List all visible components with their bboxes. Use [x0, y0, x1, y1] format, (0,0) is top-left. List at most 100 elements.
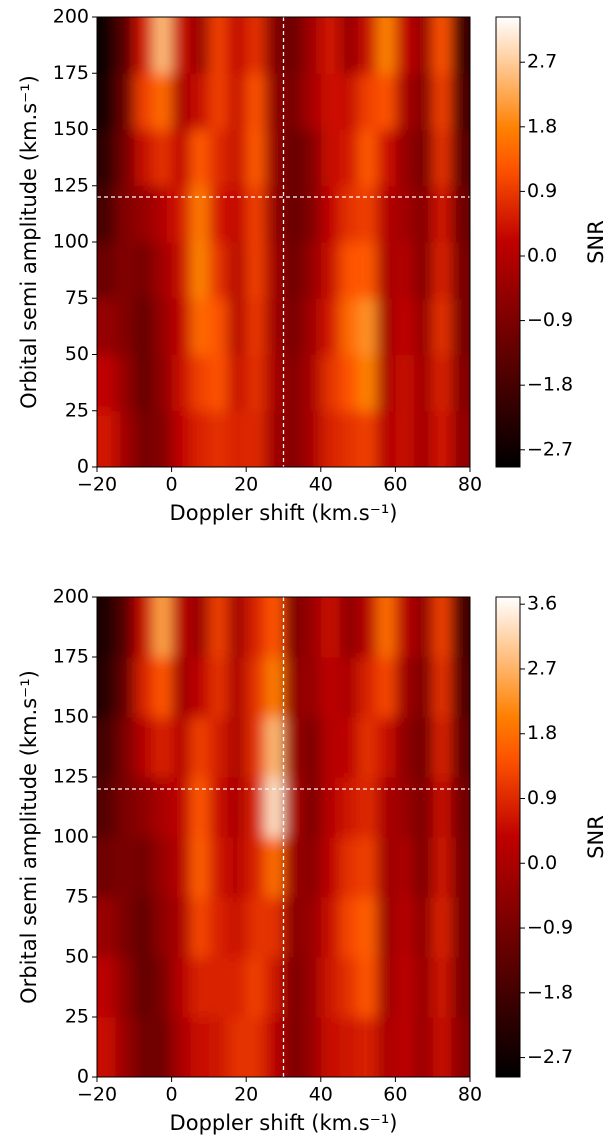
heatmap-cell: [376, 597, 396, 658]
x-tick-label: 60: [383, 474, 407, 496]
heatmap-cell: [320, 777, 340, 838]
heatmap-cell: [414, 298, 434, 355]
heatmap-cell: [451, 298, 470, 355]
heatmap-cell: [339, 17, 359, 74]
heatmap-cell: [376, 777, 396, 838]
heatmap-cell: [134, 17, 154, 74]
x-tick-label: 80: [458, 474, 482, 496]
colorbar-tick-label: 1.8: [527, 722, 557, 744]
heatmap-cell: [264, 17, 284, 74]
heatmap-cell: [246, 657, 266, 718]
heatmap-cell: [190, 129, 210, 187]
heatmap-cell: [171, 129, 191, 187]
heatmap: [97, 597, 470, 1077]
heatmap-cell: [97, 897, 117, 958]
heatmap-cell: [395, 73, 415, 130]
heatmap-cell: [358, 298, 378, 355]
heatmap-cell: [395, 354, 415, 412]
heatmap-cell: [414, 73, 434, 130]
heatmap-cell: [264, 597, 284, 658]
colorbar-tick-label: 0.0: [527, 852, 557, 874]
heatmap-cell: [152, 17, 173, 74]
heatmap-cell: [302, 185, 322, 243]
heatmap-cell: [115, 897, 135, 958]
heatmap-cell: [339, 897, 359, 958]
heatmap-cell: [208, 17, 229, 74]
heatmap-cell: [451, 129, 470, 187]
heatmap-cell: [432, 1017, 452, 1077]
heatmap-cell: [283, 73, 303, 130]
heatmap-cell: [358, 185, 378, 243]
heatmap-cell: [376, 298, 396, 355]
heatmap-cell: [115, 354, 135, 412]
heatmap-cell: [395, 242, 415, 299]
heatmap-cell: [395, 410, 415, 467]
heatmap-cell: [246, 242, 266, 299]
x-tick-label: 80: [458, 1084, 482, 1106]
heatmap-cell: [208, 897, 229, 958]
heatmap-cell: [451, 657, 470, 718]
heatmap-cell: [358, 73, 378, 130]
heatmap-cell: [171, 897, 191, 958]
heatmap-cell: [302, 242, 322, 299]
heatmap-cell: [208, 354, 229, 412]
heatmap-cell: [283, 354, 303, 412]
heatmap-cell: [190, 1017, 210, 1077]
heatmap-cell: [451, 717, 470, 778]
heatmap-cell: [152, 242, 173, 299]
heatmap-cell: [264, 73, 284, 130]
heatmap-cells: [97, 17, 470, 467]
heatmap-cell: [264, 897, 284, 958]
heatmap-cell: [451, 1017, 470, 1077]
heatmap-cell: [432, 657, 452, 718]
heatmap-cell: [395, 17, 415, 74]
heatmap-cell: [115, 657, 135, 718]
heatmap-cell: [190, 410, 210, 467]
heatmap-cell: [115, 242, 135, 299]
colorbar-tick-label: 2.7: [527, 657, 557, 679]
heatmap-cell: [432, 17, 452, 74]
heatmap-cell: [264, 717, 284, 778]
heatmap-cell: [395, 129, 415, 187]
heatmap-cell: [208, 597, 229, 658]
y-tick-label: 0: [77, 456, 89, 478]
heatmap-cell: [246, 777, 266, 838]
heatmap-cell: [264, 1017, 284, 1077]
heatmap-cell: [152, 897, 173, 958]
heatmap-cell: [115, 73, 135, 130]
heatmap-cell: [283, 410, 303, 467]
heatmap-cell: [134, 242, 154, 299]
y-tick-label: 75: [65, 886, 89, 908]
heatmap-cell: [227, 129, 247, 187]
heatmap-cell: [302, 837, 322, 898]
heatmap-cell: [246, 185, 266, 243]
heatmap-cell: [190, 777, 210, 838]
heatmap-cell: [115, 410, 135, 467]
heatmap-cell: [208, 657, 229, 718]
heatmap-cell: [320, 242, 340, 299]
heatmap-cell: [358, 597, 378, 658]
heatmap-cell: [264, 410, 284, 467]
heatmap-cell: [134, 597, 154, 658]
heatmap-cell: [152, 129, 173, 187]
heatmap-cell: [115, 1017, 135, 1077]
heatmap-cell: [320, 1017, 340, 1077]
heatmap-cell: [302, 717, 322, 778]
heatmap-cell: [376, 410, 396, 467]
heatmap-cell: [432, 717, 452, 778]
colorbar-tick-label: −2.7: [527, 438, 573, 460]
heatmap-cell: [320, 73, 340, 130]
heatmap-cell: [227, 657, 247, 718]
heatmap-cell: [208, 777, 229, 838]
y-tick-label: 150: [53, 706, 89, 728]
heatmap-cell: [208, 1017, 229, 1077]
heatmap-cell: [358, 837, 378, 898]
heatmap-cell: [134, 129, 154, 187]
heatmap-cell: [320, 410, 340, 467]
heatmap-cell: [414, 185, 434, 243]
heatmap-cell: [190, 185, 210, 243]
heatmap-cell: [320, 957, 340, 1018]
heatmap-cell: [432, 777, 452, 838]
heatmap-cell: [227, 597, 247, 658]
heatmap-cell: [115, 597, 135, 658]
